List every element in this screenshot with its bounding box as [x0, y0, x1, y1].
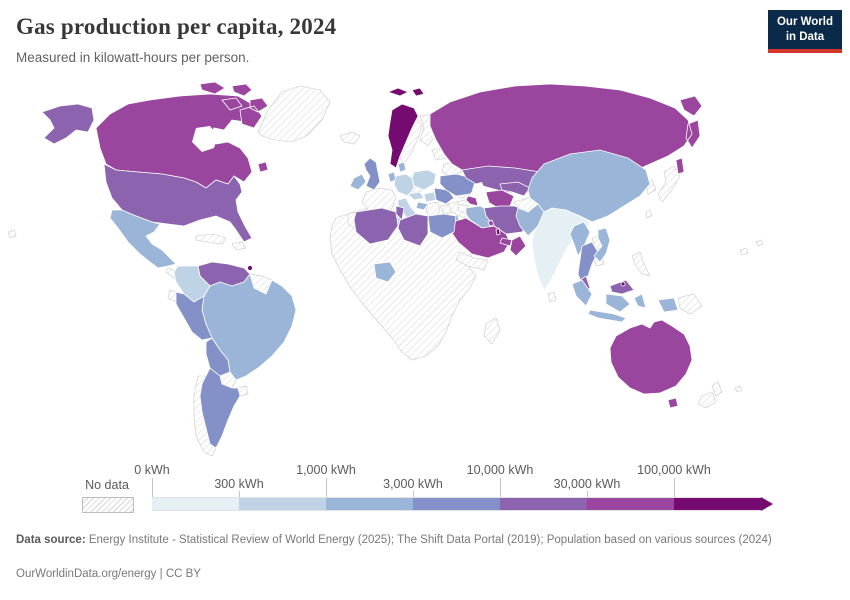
region-cuba[interactable] — [195, 233, 227, 245]
region-thailand[interactable] — [577, 241, 599, 285]
region-papua-new-guinea[interactable] — [677, 293, 703, 315]
footer-source-text: Energy Institute - Statistical Review of… — [85, 534, 772, 546]
map-legend: No data 0 kWh 300 kWh 1,000 kWh 3,000 kWh 10… — [0, 462, 850, 514]
region-trinidad[interactable] — [247, 265, 253, 271]
region-nigeria[interactable] — [373, 261, 397, 283]
region-oman[interactable] — [509, 235, 527, 257]
legend-tick-label: 0 kWh — [134, 463, 170, 477]
footer-separator: | — [156, 568, 166, 580]
region-mexico[interactable] — [109, 209, 177, 269]
legend-tick-label: 300 kWh — [214, 477, 264, 491]
legend-tick — [587, 491, 588, 497]
region-australia[interactable] — [609, 319, 693, 409]
legend-bin-1[interactable] — [239, 497, 326, 511]
legend-bin-3[interactable] — [413, 497, 500, 511]
region-pacific-islands[interactable] — [734, 239, 764, 393]
caspian-sea — [472, 182, 490, 214]
legend-arrow — [761, 497, 773, 511]
region-denmark[interactable] — [397, 161, 407, 173]
legend-tick-label: 100,000 kWh — [637, 463, 711, 477]
region-newfoundland[interactable] — [257, 161, 269, 173]
region-austria[interactable] — [407, 191, 425, 201]
region-argentina[interactable] — [199, 367, 241, 449]
legend-tick — [152, 478, 153, 497]
region-kuwait[interactable] — [487, 219, 495, 227]
region-indonesia[interactable] — [571, 279, 679, 323]
legend-bin-2[interactable] — [326, 497, 413, 511]
region-sri-lanka[interactable] — [547, 291, 557, 303]
region-norway[interactable] — [387, 103, 419, 169]
owid-logo[interactable]: Our World in Data — [767, 10, 842, 53]
legend-tick — [500, 478, 501, 497]
region-azerbaijan[interactable] — [465, 195, 479, 207]
region-poland[interactable] — [411, 169, 437, 191]
region-algeria[interactable] — [353, 207, 399, 245]
legend-tick-label: 1,000 kWh — [296, 463, 356, 477]
region-france[interactable] — [361, 187, 397, 217]
region-libya[interactable] — [397, 213, 429, 247]
legend-no-data-label: No data — [85, 478, 129, 492]
region-hungary[interactable] — [423, 191, 437, 203]
legend-tick — [413, 491, 414, 497]
region-croatia[interactable] — [415, 201, 429, 211]
world-map — [0, 80, 850, 460]
legend-tick-label: 3,000 kWh — [383, 477, 443, 491]
region-vietnam[interactable] — [593, 227, 611, 263]
region-saudi-arabia[interactable] — [449, 217, 511, 259]
footer-license-link[interactable]: CC BY — [165, 568, 201, 580]
legend-tick — [239, 491, 240, 497]
legend-tick — [674, 478, 675, 497]
page-title: Gas production per capita, 2024 — [16, 14, 337, 39]
legend-tick-label: 10,000 kWh — [466, 463, 534, 477]
region-qatar[interactable] — [495, 227, 501, 236]
region-peru[interactable] — [175, 291, 213, 341]
choropleth-svg — [7, 81, 764, 457]
region-yemen[interactable] — [455, 251, 489, 271]
owid-logo-line2: in Data — [785, 30, 825, 43]
region-iceland[interactable] — [339, 131, 361, 145]
legend-bin-0[interactable] — [152, 497, 239, 511]
footer-source: Data source: Energy Institute - Statisti… — [16, 532, 822, 549]
region-uae[interactable] — [499, 237, 513, 247]
region-canada-islands[interactable] — [199, 81, 269, 129]
region-madagascar[interactable] — [483, 317, 501, 345]
region-svalbard[interactable] — [386, 87, 425, 97]
region-ireland[interactable] — [349, 173, 367, 191]
legend-scale — [152, 497, 761, 511]
legend-bin-4[interactable] — [500, 497, 587, 511]
region-greenland[interactable] — [257, 85, 331, 143]
region-uk[interactable] — [363, 157, 381, 191]
legend-tick-label: 30,000 kWh — [553, 477, 621, 491]
legend-bin-5[interactable] — [587, 497, 674, 511]
region-japan[interactable] — [657, 165, 681, 203]
legend-no-data-swatch[interactable] — [82, 497, 134, 513]
region-germany[interactable] — [393, 173, 415, 197]
region-new-zealand[interactable] — [697, 381, 723, 409]
legend-tick — [326, 478, 327, 497]
region-brunei[interactable] — [620, 281, 626, 287]
region-taiwan[interactable] — [645, 209, 653, 219]
footer-link[interactable]: OurWorldinData.org/energy — [16, 568, 157, 580]
legend-bin-6[interactable] — [674, 497, 761, 511]
region-philippines[interactable] — [631, 251, 651, 277]
hudson-bay — [192, 126, 218, 152]
region-hawaii[interactable] — [7, 229, 17, 239]
page-subtitle: Measured in kilowatt-hours per person. — [16, 50, 250, 65]
region-hispaniola[interactable] — [231, 241, 247, 251]
footer-source-label: Data source: — [16, 534, 86, 546]
owid-logo-line1: Our World — [776, 16, 833, 28]
region-alaska[interactable] — [41, 103, 95, 145]
region-china[interactable] — [527, 149, 651, 223]
footer-links: OurWorldinData.org/energy | CC BY — [16, 568, 201, 580]
region-egypt[interactable] — [427, 213, 457, 239]
